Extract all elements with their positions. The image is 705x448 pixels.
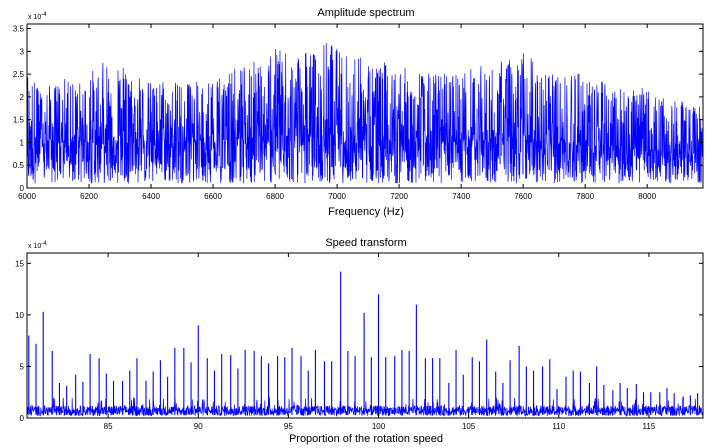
speed-transform-title: Speed transform: [325, 237, 406, 249]
bottom-y-tick-label: 15: [15, 259, 24, 268]
top-x-tick-label: 7000: [328, 192, 346, 201]
amplitude-spectrum-line: [26, 43, 704, 184]
top-y-tick-label: 0: [20, 184, 25, 193]
bottom-y-multiplier: x 10-4: [28, 241, 47, 250]
amplitude-spectrum-panel: Amplitude spectrum x 10-4 6000 6200 6400 66…: [13, 7, 704, 218]
speed-transform-series: [26, 271, 704, 418]
speed-transform-panel: Speed transform x 10-4 85 90 95 100 105 110 11…: [15, 237, 704, 445]
top-x-tick-label: 6000: [18, 192, 36, 201]
bottom-plot-area: [27, 253, 703, 418]
top-y-tick-label: 2: [20, 93, 25, 102]
top-y-axis: 0 0.5 1 1.5 2 2.5 3 3.5: [13, 25, 703, 193]
top-y-tick-label: 2.5: [13, 70, 25, 79]
top-plot-frame: [26, 23, 704, 189]
top-y-tick-label: 3.5: [13, 25, 25, 34]
top-y-multiplier-base: x 10: [28, 14, 41, 21]
top-x-tick-label: 6800: [266, 192, 284, 201]
bottom-y-tick-label: 5: [20, 362, 25, 371]
bottom-y-multiplier-base: x 10: [28, 243, 41, 250]
bottom-y-axis: 0 5 10 15: [15, 259, 703, 423]
top-x-tick-label: 7200: [390, 192, 408, 201]
top-y-tick-label: 1.5: [13, 116, 25, 125]
top-x-tick-label: 7600: [514, 192, 532, 201]
amplitude-spectrum-series: [26, 43, 704, 184]
bottom-x-tick-label: 105: [462, 422, 476, 431]
top-y-multiplier: x 10-4: [28, 12, 47, 21]
top-y-tick-label: 0.5: [13, 161, 25, 170]
bottom-x-tick-label: 100: [372, 422, 386, 431]
bottom-y-multiplier-exponent: -4: [41, 241, 47, 247]
bottom-x-axis: 85 90 95 100 105 110 115: [104, 253, 656, 431]
amplitude-spectrum-title: Amplitude spectrum: [317, 7, 414, 19]
bottom-x-axis-label: Proportion of the rotation speed: [289, 433, 443, 445]
bottom-x-tick-label: 85: [104, 422, 113, 431]
bottom-x-tick-label: 90: [194, 422, 203, 431]
speed-transform-noise-floor: [26, 396, 704, 418]
top-x-axis-label: Frequency (Hz): [328, 206, 404, 218]
bottom-x-tick-label: 110: [552, 422, 565, 431]
top-x-tick-label: 6600: [204, 192, 222, 201]
top-x-tick-label: 8000: [638, 192, 656, 201]
bottom-x-tick-label: 95: [284, 422, 293, 431]
top-x-tick-label: 7800: [576, 192, 594, 201]
top-x-axis: 6000 6200 6400 6600 6800 7000 7200 7400 7600 7800…: [18, 24, 657, 201]
top-y-multiplier-exponent: -4: [41, 12, 47, 18]
bottom-x-tick-label: 115: [643, 422, 656, 431]
top-x-tick-label: 6200: [80, 192, 98, 201]
top-x-tick-label: 7400: [452, 192, 470, 201]
top-y-tick-label: 1: [20, 138, 25, 147]
bottom-y-tick-label: 10: [15, 311, 24, 320]
bottom-plot-frame: [26, 252, 704, 419]
top-x-tick-label: 6400: [142, 192, 160, 201]
bottom-y-tick-label: 0: [20, 414, 25, 423]
top-y-tick-label: 3: [20, 47, 25, 56]
